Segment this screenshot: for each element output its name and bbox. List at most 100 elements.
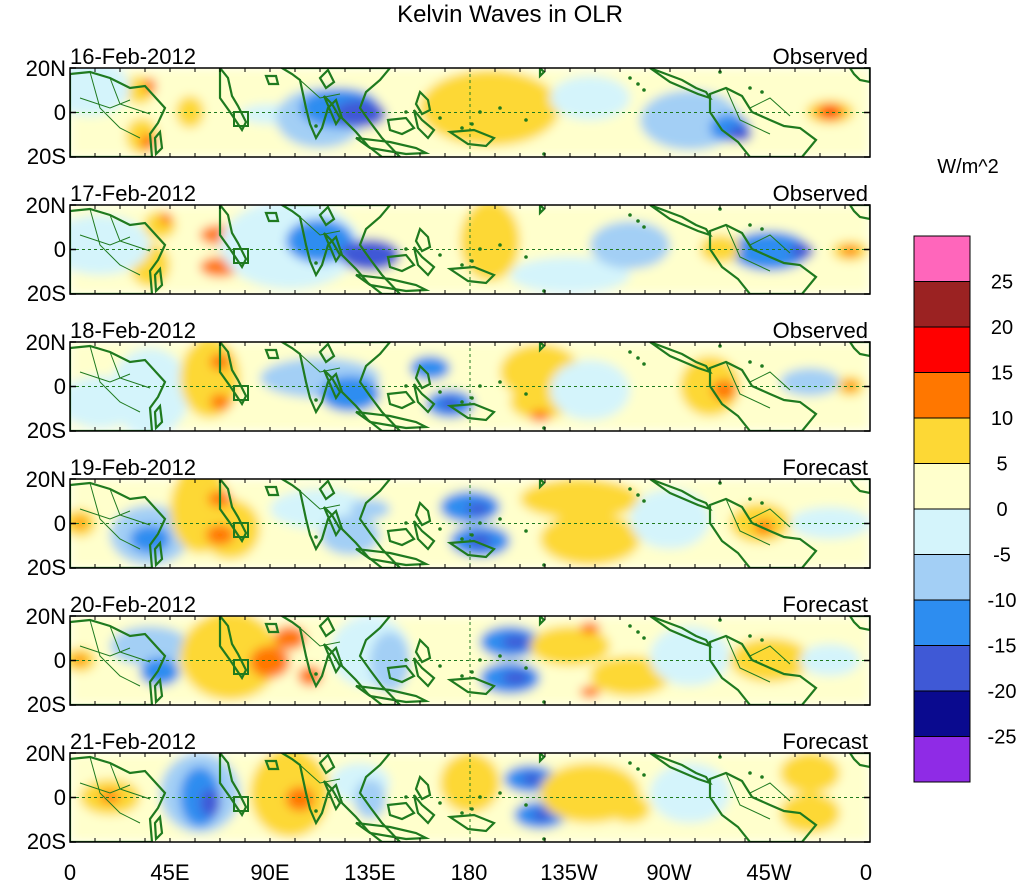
anomaly-contour <box>520 479 640 519</box>
anomaly-contour <box>100 791 120 803</box>
colorbar-tick-label: 10 <box>991 408 1013 430</box>
island <box>498 791 502 795</box>
country-border <box>749 782 791 802</box>
lat-label: 20N <box>26 741 66 766</box>
coastline <box>649 68 713 101</box>
island <box>524 666 528 670</box>
country-border <box>749 371 791 391</box>
anomaly-contour <box>522 773 542 785</box>
lat-label: 0 <box>54 785 66 810</box>
lat-label: 0 <box>54 237 66 262</box>
anomaly-contour <box>210 394 230 410</box>
coastline <box>218 753 248 818</box>
country-border <box>89 71 141 139</box>
anomaly-contour <box>712 380 736 400</box>
coastline <box>322 780 342 812</box>
country-border <box>299 490 341 510</box>
panel-status: Observed <box>773 318 868 343</box>
colorbar-swatch <box>913 690 971 737</box>
coastline <box>355 821 431 841</box>
anomaly-contour <box>140 658 180 686</box>
anomaly-contour <box>440 398 460 410</box>
colorbar: W/m^2 25 20 15 10 5 0 -5 -10 -15 -20 -25 <box>913 156 1017 783</box>
coastline <box>708 497 818 568</box>
island <box>642 225 646 229</box>
lat-label: 0 <box>54 648 66 673</box>
island <box>314 809 318 813</box>
olr-anomaly-field <box>70 616 870 705</box>
lon-label: 135E <box>344 860 395 885</box>
colorbar-swatch <box>913 281 971 328</box>
island <box>642 362 646 366</box>
colorbar-units: W/m^2 <box>937 156 999 178</box>
panel-date: 18-Feb-2012 <box>70 318 196 343</box>
coastline <box>538 753 546 764</box>
island <box>460 811 464 815</box>
island <box>760 364 764 368</box>
coastline <box>264 485 280 497</box>
longitude-axis: 0 45E 90E 135E 180 135W 90W 45W 0 <box>64 860 872 885</box>
island <box>438 801 442 805</box>
island <box>498 106 502 110</box>
panel-date: 16-Feb-2012 <box>70 44 196 69</box>
lon-label: 0 <box>64 860 76 885</box>
anomaly-contour <box>250 646 290 678</box>
country-border <box>725 87 771 135</box>
anomaly-contour <box>590 656 670 696</box>
country-border <box>299 764 341 784</box>
lat-label: 20S <box>27 418 66 443</box>
island <box>498 654 502 658</box>
anomaly-contour <box>354 779 386 819</box>
anomaly-contour <box>580 686 600 698</box>
coastline <box>848 342 870 358</box>
coastline <box>355 273 431 293</box>
coastline <box>318 342 336 364</box>
colorbar-tick-label: 20 <box>991 317 1013 339</box>
anomaly-contour <box>550 360 630 420</box>
coastline <box>153 266 164 294</box>
island <box>636 356 640 360</box>
lat-label: 20S <box>27 555 66 580</box>
lon-label: 45W <box>746 860 791 885</box>
island <box>314 261 318 265</box>
anomaly-contour <box>350 499 390 519</box>
panel-status: Forecast <box>782 592 868 617</box>
coastline <box>355 684 431 704</box>
coastline <box>322 506 342 538</box>
coastline <box>386 116 416 136</box>
coastline <box>70 481 167 568</box>
lat-label: 20S <box>27 281 66 306</box>
coastline <box>70 70 167 157</box>
colorbar-tick-label: 5 <box>996 454 1007 476</box>
island <box>524 392 528 396</box>
colorbar-swatch <box>913 326 971 373</box>
anomaly-contour <box>650 763 730 823</box>
anomaly-contour <box>206 525 234 545</box>
colorbar-tick-label: -25 <box>988 727 1017 749</box>
island <box>636 82 640 86</box>
coastline <box>264 759 280 771</box>
coastline <box>412 383 436 414</box>
island <box>628 761 632 765</box>
island <box>438 390 442 394</box>
island <box>636 767 640 771</box>
anomaly-contour <box>790 507 870 539</box>
anomaly-contour <box>730 231 810 271</box>
coastline <box>322 369 342 401</box>
island <box>498 380 502 384</box>
coastline <box>355 547 431 567</box>
anomaly-contour <box>180 342 240 418</box>
anomaly-contour <box>780 368 840 396</box>
coastline <box>355 136 431 156</box>
lat-label: 20N <box>26 330 66 355</box>
island <box>628 76 632 80</box>
anomaly-contour <box>200 789 220 817</box>
anomaly-contour <box>298 666 322 686</box>
colorbar-tick-label: 25 <box>991 272 1013 294</box>
lat-label: 0 <box>54 374 66 399</box>
lat-label: 20N <box>26 467 66 492</box>
anomaly-contour <box>540 513 640 565</box>
olr-anomaly-field <box>70 479 870 568</box>
coastline <box>279 753 402 842</box>
island <box>524 529 528 533</box>
